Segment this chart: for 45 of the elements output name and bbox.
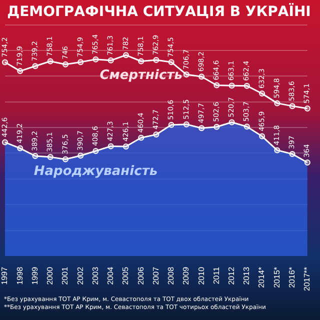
series-label: Смертність: [100, 68, 182, 84]
point: [259, 90, 266, 97]
x-tick-label: 1998: [15, 266, 24, 285]
x-tick-label: 2007: [151, 266, 160, 285]
x-tick-label: 2017**: [302, 266, 312, 292]
point: [198, 74, 205, 80]
x-tick-label: 2005: [121, 266, 130, 285]
point: [138, 58, 144, 64]
point: [244, 82, 250, 89]
series-label: Народжуваність: [34, 164, 158, 179]
point: [92, 56, 99, 62]
x-tick-label: 2006: [136, 266, 146, 285]
x-tick-label: 2000: [46, 266, 55, 285]
point: [183, 71, 190, 78]
point: [289, 103, 296, 110]
point: [2, 59, 8, 66]
point: [153, 57, 160, 64]
chart-title: ДЕМОГРАФІЧНА СИТУАЦІЯ В УКРАЇНІ: [7, 3, 311, 20]
x-tick-label: 2014*: [257, 266, 266, 288]
point: [78, 59, 84, 66]
point: [47, 58, 54, 64]
x-tick-label: 2008: [166, 266, 176, 285]
point: [32, 63, 38, 70]
point: [304, 106, 310, 112]
x-tick-label: 2013: [242, 266, 252, 285]
x-tick-label: 2002: [76, 266, 85, 285]
point: [274, 100, 280, 106]
x-tick-label: 1999: [30, 266, 40, 285]
x-tick-label: 2009: [182, 266, 191, 285]
point: [228, 82, 235, 89]
x-tick-label: 1997: [0, 266, 10, 285]
point: [168, 59, 174, 66]
point: [17, 68, 24, 74]
x-tick-label: 2015*: [272, 266, 282, 288]
point: [108, 57, 114, 64]
x-tick-label: 2010: [196, 266, 206, 285]
point: [122, 52, 129, 58]
point: [62, 61, 68, 68]
x-tick-label: 2001: [60, 266, 70, 285]
point: [214, 82, 220, 88]
x-tick-label: 2012: [227, 266, 236, 285]
x-tick-label: 2003: [90, 266, 100, 285]
x-tick-label: 2004: [106, 266, 116, 285]
x-tick-label: 2011: [212, 266, 221, 284]
x-tick-label: 2016*: [287, 266, 296, 288]
